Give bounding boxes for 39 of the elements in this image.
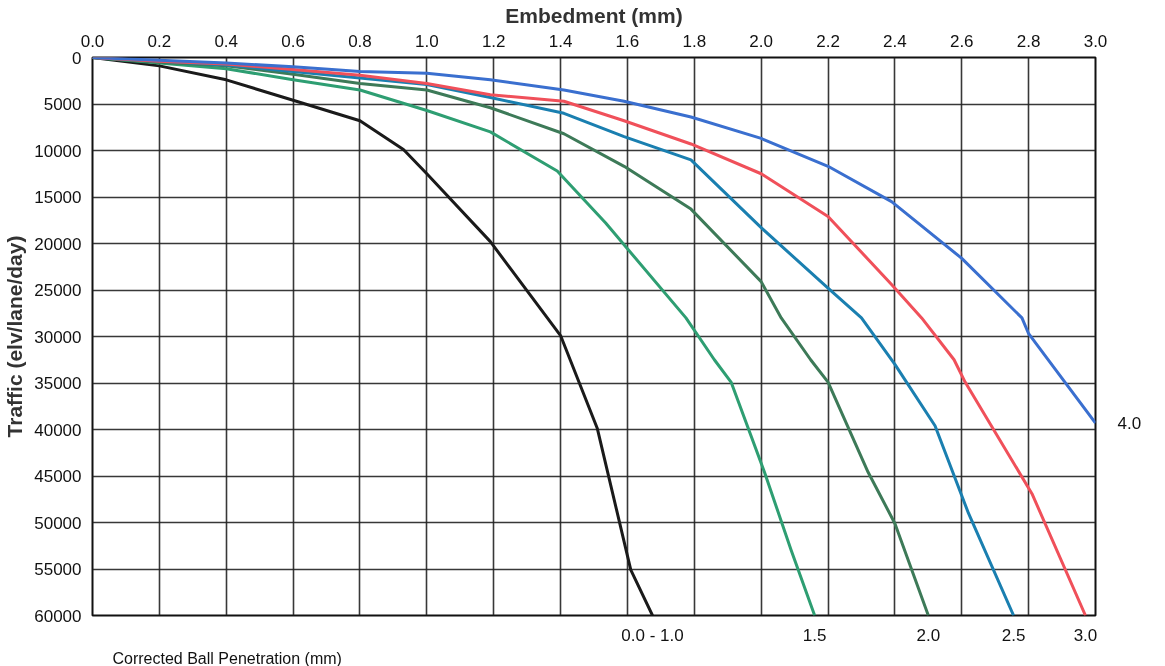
y-tick-label: 0 xyxy=(72,48,82,68)
x-tick-label: 2.0 xyxy=(749,31,773,51)
x-tick-label: 2.2 xyxy=(816,31,840,51)
x-tick-label: 1.0 xyxy=(415,31,439,51)
x-tick-label: 2.6 xyxy=(949,31,974,51)
y-tick-label: 55000 xyxy=(34,560,82,579)
y-tick-label: 20000 xyxy=(34,234,82,254)
y-tick-label: 35000 xyxy=(34,374,82,393)
y-axis-title: Traffic (elv/lane/day) xyxy=(3,235,27,438)
x-tick-label: 2.8 xyxy=(1016,31,1041,51)
y-tick-label: 40000 xyxy=(34,420,82,440)
series-label: 2.0 xyxy=(916,625,941,645)
text: Corrected Ball Penetration (mm) xyxy=(112,649,342,666)
x-tick-label: 0.2 xyxy=(147,31,172,51)
line-series xyxy=(92,57,1096,425)
x-tick-label: 2.4 xyxy=(883,31,907,51)
x-tick-label: 0.6 xyxy=(281,31,305,51)
series-label: 3.0 xyxy=(1073,625,1098,645)
series-label: 0.0 - 1.0 xyxy=(621,625,684,645)
x-tick-label: 0.8 xyxy=(348,31,372,51)
y-tick-label: 25000 xyxy=(34,281,82,300)
y-tick-label: 45000 xyxy=(34,467,82,486)
x-tick-label: 1.6 xyxy=(615,31,640,51)
x-tick-label: 0.0 xyxy=(80,31,105,51)
y-tick-label: 5000 xyxy=(43,95,82,114)
x-tick-label: 1.8 xyxy=(682,31,707,51)
series-label: 2.5 xyxy=(1001,625,1026,645)
series-label: 4.0 xyxy=(1117,413,1142,433)
x-tick-label: 0.4 xyxy=(214,31,239,51)
y-tick-label: 15000 xyxy=(34,188,82,207)
x-tick-label: 1.2 xyxy=(481,31,506,51)
y-tick-label: 30000 xyxy=(34,327,82,347)
x-tick-label: 3.0 xyxy=(1083,31,1108,51)
y-tick-label: 10000 xyxy=(34,141,82,161)
x-tick-label: 1.4 xyxy=(548,31,573,51)
x-axis-title: Embedment (mm) xyxy=(505,3,683,27)
y-tick-label: 50000 xyxy=(34,513,82,533)
series-label: 1.5 xyxy=(802,625,827,645)
y-tick-label: 60000 xyxy=(34,606,82,626)
